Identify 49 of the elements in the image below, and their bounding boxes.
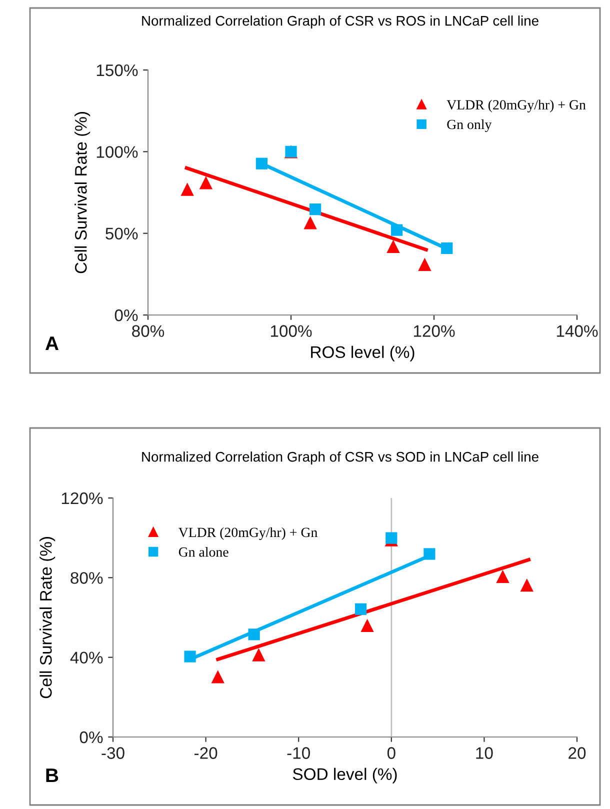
y-tick-label: 100% <box>96 146 138 158</box>
point <box>496 570 510 584</box>
text: A <box>45 336 59 350</box>
x-axis-title: SOD level (%) <box>292 768 397 784</box>
point <box>391 224 403 236</box>
point <box>441 242 453 254</box>
x-tick-label: 80% <box>132 325 164 337</box>
chart-title: Normalized Correlation Graph of CSR vs SOD in LNCaP cell line <box>142 452 538 464</box>
y-axis-title: Cell Survival Rate (%) <box>40 537 56 698</box>
y-tick-label: 0% <box>114 309 138 322</box>
point <box>256 158 268 170</box>
y-tick-label: 50% <box>106 228 138 240</box>
x-tick-label: 140% <box>556 325 598 337</box>
x-tick-label: -30 <box>102 747 124 759</box>
y-tick-label: 40% <box>70 652 103 664</box>
x-tick-label: -20 <box>194 747 218 759</box>
point <box>310 204 322 216</box>
point <box>304 216 317 230</box>
x-tick-label: 100% <box>270 325 312 337</box>
point <box>386 532 398 544</box>
point <box>418 258 432 271</box>
x-tick-label: 20 <box>568 747 586 759</box>
legend-label: VLDR (20mGy/hr) + Gn <box>446 100 586 112</box>
y-axis-title: Cell Survival Rate (%) <box>74 112 90 274</box>
y-tick-label: 120% <box>62 492 103 504</box>
x-tick-label: 0 <box>387 747 396 759</box>
x-axis-title: ROS level (%) <box>311 346 414 362</box>
point <box>354 603 367 615</box>
y-tick-label: 80% <box>70 572 103 584</box>
point <box>248 628 260 640</box>
x-tick-label: -10 <box>287 747 310 759</box>
legend-label: Gn only <box>447 119 492 132</box>
point <box>252 648 266 662</box>
point <box>184 650 196 662</box>
point <box>424 548 436 560</box>
y-tick-label: 150% <box>96 64 138 76</box>
point <box>180 182 194 196</box>
x-tick-label: 120% <box>414 325 455 337</box>
y-tick-label: 0% <box>80 731 103 744</box>
legend-label: Gn alone <box>178 546 228 557</box>
point <box>199 176 213 190</box>
x-tick-label: 10 <box>476 747 493 759</box>
chart-title: Normalized Correlation Graph of CSR vs ROS in LNCaP cell line <box>142 16 538 28</box>
point <box>386 240 400 253</box>
point <box>360 618 374 632</box>
point <box>520 578 534 592</box>
point <box>211 670 224 684</box>
legend-label: VLDR (20mGy/hr) + Gn <box>178 527 318 540</box>
text: B <box>46 768 58 782</box>
